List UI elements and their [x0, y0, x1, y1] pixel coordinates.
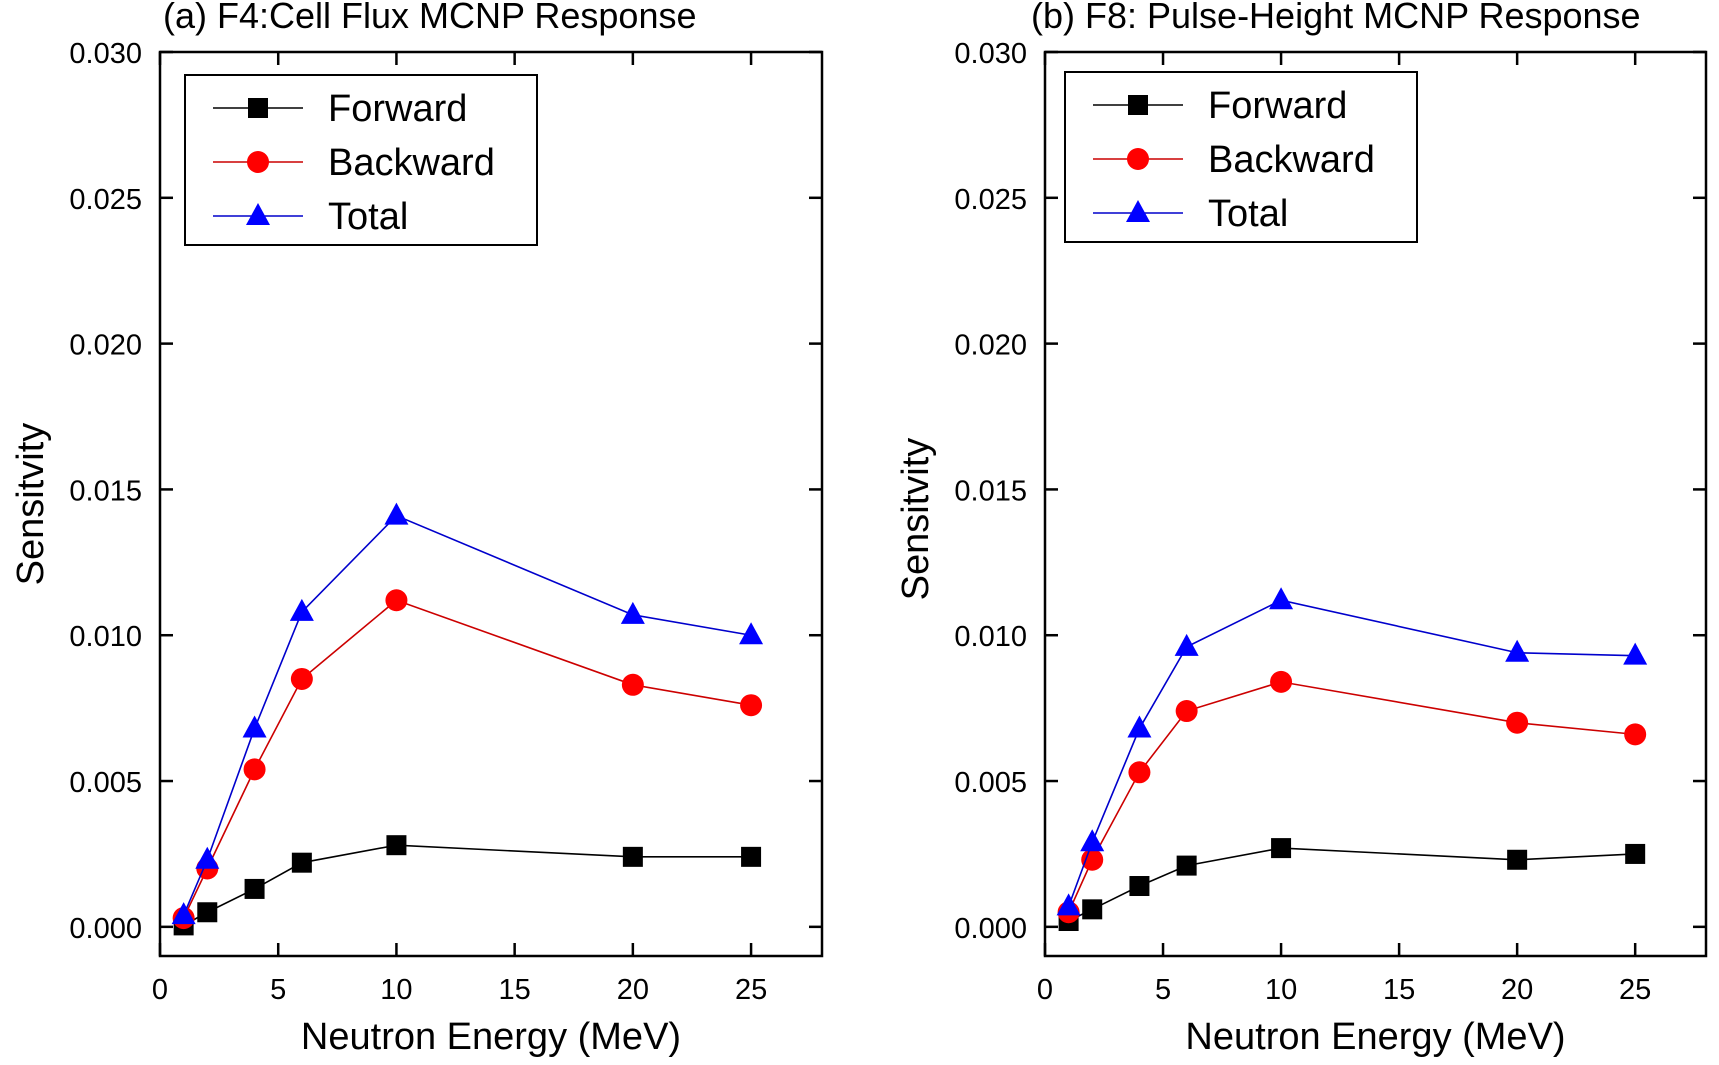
panel-b-series-line-backward [1067, 681, 1636, 913]
panel-a-point-total [620, 601, 645, 624]
panel-a-point-total [195, 846, 220, 869]
panel-a-point-total [384, 502, 409, 525]
panel-a-series-line-total [182, 514, 752, 916]
panel-b-point-total [1127, 715, 1152, 738]
panel-b-point-forward [1082, 899, 1103, 920]
panel-a-legend-marker-forward [248, 98, 268, 118]
panel-a-point-forward [291, 852, 312, 873]
panel-b-x-tick-label: 15 [1383, 974, 1415, 1006]
panel-b-x-tick-label: 20 [1501, 974, 1533, 1006]
panel-a-legend: Forward Backward Total [184, 74, 538, 246]
panel-b-y-tick-label: 0.030 [954, 38, 1027, 70]
panel-b-y-tick-label: 0.010 [954, 621, 1027, 653]
panel-a-axis-ticks: 0 5 10 15 20 25 0.000 0.005 0.010 0.015 0.020 0.025… [69, 38, 822, 1006]
panel-b-point-backward [1624, 723, 1647, 746]
panel-a-point-forward [622, 846, 643, 867]
panel-a-y-tick-label: 0.010 [69, 621, 142, 653]
panel-a-point-forward [741, 846, 762, 867]
panel-b-point-backward [1081, 848, 1104, 871]
panel-a-point-total [289, 598, 314, 621]
panel-b-y-tick-label: 0.000 [954, 913, 1027, 945]
panel-b-y-tick-label: 0.015 [954, 475, 1027, 507]
panel-b-x-tick-label: 10 [1265, 974, 1297, 1006]
panel-b-point-forward [1271, 838, 1292, 859]
panel-b-point-total [1056, 893, 1081, 916]
panel-a-legend-marker-backward [247, 151, 269, 173]
panel-b-point-backward [1128, 761, 1151, 784]
panel-a-y-tick-label: 0.025 [69, 184, 142, 216]
panel-a-y-tick-label: 0.020 [69, 330, 142, 362]
panel-a-point-backward [740, 694, 763, 717]
panel-b-legend-marker-backward [1127, 148, 1149, 170]
panel-b-x-tick-label: 25 [1619, 974, 1651, 1006]
panel-a-series-line-backward [182, 599, 752, 919]
panel-a-y-tick-label: 0.000 [69, 913, 142, 945]
panel-a-point-forward [197, 902, 218, 923]
panel-a-legend-label-backward: Backward [328, 142, 495, 184]
panel-b-point-forward [1507, 849, 1528, 870]
panel-b-point-forward [1129, 876, 1150, 897]
panel-a-point-total [242, 715, 267, 738]
panel-a: (a) F4:Cell Flux MCNP Response 0 5 10 15 20 2… [10, 0, 824, 1058]
panel-b-point-backward [1506, 711, 1529, 734]
panel-b-point-forward [1176, 855, 1197, 876]
panel-a-x-tick-label: 25 [735, 974, 767, 1006]
panel-b-point-total [1269, 587, 1294, 610]
panel-a-point-forward [386, 835, 407, 856]
panel-a-point-forward [244, 878, 265, 899]
panel-b-plot-frame [1043, 50, 1708, 958]
panel-a-title: (a) F4:Cell Flux MCNP Response [163, 0, 697, 36]
panel-a-y-tick-label: 0.005 [69, 767, 142, 799]
panel-a-legend-label-total: Total [328, 196, 408, 238]
panel-b: (b) F8: Pulse-Height MCNP Response 0 5 10 1… [895, 0, 1708, 1058]
panel-b-series-line-forward [1068, 847, 1636, 922]
panel-a-series-layer [171, 502, 764, 936]
panel-b-legend-marker-forward [1128, 95, 1148, 115]
panel-a-point-backward [385, 589, 408, 612]
panel-b-legend-label-backward: Backward [1208, 139, 1375, 181]
panel-a-y-tick-label: 0.030 [69, 38, 142, 70]
panel-a-point-total [739, 622, 764, 645]
panel-a-legend-marker-total [246, 203, 270, 225]
panel-b-x-tick-label: 5 [1155, 974, 1171, 1006]
panel-a-point-total [171, 902, 196, 925]
panel-a-legend-label-forward: Forward [328, 88, 467, 130]
panel-a-y-axis-label: Sensitvity [10, 423, 52, 586]
panel-b-point-backward [1270, 670, 1293, 693]
panel-a-plot-frame [158, 50, 824, 958]
panel-b-y-tick-label: 0.005 [954, 767, 1027, 799]
panel-b-point-backward [1175, 700, 1198, 723]
panel-b-point-total [1080, 829, 1105, 852]
panel-b-point-total [1505, 639, 1530, 662]
panel-b-axis-ticks: 0 5 10 15 20 25 0.000 0.005 0.010 0.015 0.020 0.025… [954, 38, 1706, 1006]
panel-b-y-axis-label: Sensitvity [895, 438, 937, 601]
panel-a-point-backward [621, 673, 644, 696]
panel-b-legend: Forward Backward Total [1064, 71, 1418, 243]
panel-b-y-tick-label: 0.020 [954, 330, 1027, 362]
panel-a-x-tick-label: 15 [499, 974, 531, 1006]
panel-b-point-total [1174, 633, 1199, 656]
panel-a-x-tick-label: 5 [270, 974, 286, 1006]
panel-b-legend-label-forward: Forward [1208, 85, 1347, 127]
panel-b-title: (b) F8: Pulse-Height MCNP Response [1031, 0, 1641, 36]
panel-b-legend-label-total: Total [1208, 193, 1288, 235]
panel-b-point-total [1623, 642, 1648, 665]
panel-a-x-tick-label: 20 [617, 974, 649, 1006]
panel-a-x-tick-label: 0 [152, 974, 168, 1006]
panel-a-x-tick-label: 10 [380, 974, 412, 1006]
panel-b-legend-marker-total [1126, 200, 1150, 222]
panel-a-point-backward [290, 667, 313, 690]
panel-b-x-tick-label: 0 [1037, 974, 1053, 1006]
panel-a-series-line-forward [183, 844, 752, 927]
panel-b-x-axis-label: Neutron Energy (MeV) [1185, 1016, 1565, 1058]
panel-b-series-layer [1056, 587, 1648, 932]
panel-b-point-forward [1625, 843, 1646, 864]
panel-a-y-tick-label: 0.015 [69, 475, 142, 507]
panel-a-x-axis-label: Neutron Energy (MeV) [301, 1016, 681, 1058]
panel-a-point-backward [243, 758, 266, 781]
panel-b-y-tick-label: 0.025 [954, 184, 1027, 216]
